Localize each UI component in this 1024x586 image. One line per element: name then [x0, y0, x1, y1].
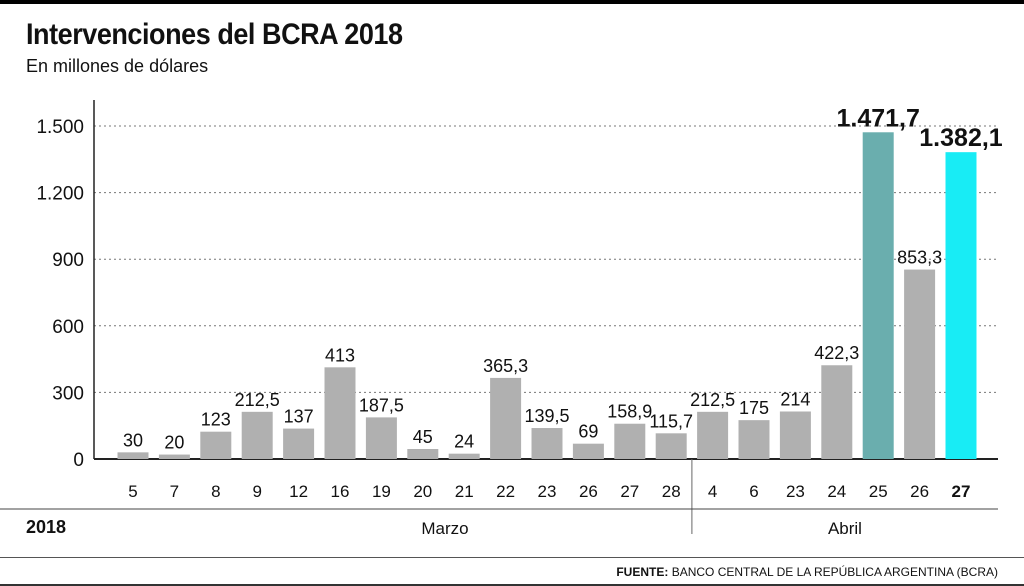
x-tick-label: 22 [496, 482, 515, 501]
bar [655, 433, 687, 459]
value-label: 45 [413, 427, 433, 447]
value-label: 212,5 [690, 390, 735, 410]
value-label: 365,3 [483, 356, 528, 376]
bar [738, 420, 770, 459]
bar [862, 132, 894, 459]
year-label: 2018 [26, 517, 66, 537]
value-label: 123 [201, 410, 231, 430]
bar [490, 377, 522, 459]
bar [407, 449, 439, 459]
bar [945, 152, 977, 459]
bar [241, 411, 273, 459]
bar [200, 431, 232, 459]
bar [283, 428, 315, 459]
y-tick-label: 1.500 [36, 117, 84, 138]
bar [697, 411, 729, 459]
value-label: 137 [284, 407, 314, 427]
value-label: 1.382,1 [919, 124, 1003, 152]
x-tick-label: 20 [413, 482, 432, 501]
x-tick-label: 21 [455, 482, 474, 501]
bar [158, 454, 190, 459]
x-tick-label: 4 [708, 482, 717, 501]
bar [904, 269, 936, 459]
x-tick-label: 19 [372, 482, 391, 501]
chart-title: Intervenciones del BCRA 2018 [26, 18, 403, 51]
source-note: FUENTE: BANCO CENTRAL DE LA REPÚBLICA AR… [616, 565, 998, 579]
x-tick-label: 26 [910, 482, 929, 501]
bar [365, 417, 397, 459]
value-label: 413 [325, 345, 355, 365]
value-label: 187,5 [359, 395, 404, 415]
x-tick-label: 9 [252, 482, 261, 501]
bar [324, 367, 356, 459]
value-label: 30 [123, 430, 143, 450]
bar [821, 365, 853, 459]
x-tick-label: 12 [289, 482, 308, 501]
value-label: 422,3 [814, 343, 859, 363]
bar [117, 452, 149, 459]
value-label: 175 [739, 398, 769, 418]
y-tick-label: 600 [52, 317, 84, 338]
value-label: 158,9 [607, 402, 652, 422]
value-label: 214 [780, 389, 810, 409]
x-tick-label: 7 [170, 482, 179, 501]
value-label: 115,7 [649, 411, 693, 431]
value-label: 69 [578, 422, 598, 442]
x-tick-label: 23 [538, 482, 557, 501]
y-tick-label: 1.200 [36, 184, 84, 205]
x-tick-label: 24 [827, 482, 846, 501]
footer-rule [0, 557, 1024, 558]
source-label: FUENTE: [616, 565, 669, 579]
month-label: Marzo [421, 519, 468, 538]
value-label: 1.471,7 [836, 104, 919, 132]
top-rule [0, 0, 1024, 4]
bar [572, 443, 604, 459]
value-label: 853,3 [897, 248, 942, 268]
bar [614, 423, 646, 459]
chart-subtitle: En millones de dólares [26, 56, 209, 76]
bar [779, 411, 811, 459]
bottom-rule [0, 584, 1024, 586]
bar [531, 428, 563, 459]
value-label: 24 [454, 432, 474, 452]
value-label: 20 [164, 433, 184, 453]
x-tick-label: 8 [211, 482, 220, 501]
x-tick-label: 26 [579, 482, 598, 501]
value-label: 139,5 [524, 406, 569, 426]
y-tick-label: 0 [73, 450, 84, 471]
x-tick-label: 28 [662, 482, 681, 501]
source-text: BANCO CENTRAL DE LA REPÚBLICA ARGENTINA … [671, 565, 998, 579]
x-tick-label: 27 [952, 482, 971, 501]
x-tick-label: 6 [749, 482, 758, 501]
month-label: Abril [828, 519, 862, 538]
x-tick-label: 16 [331, 482, 350, 501]
x-tick-label: 27 [620, 482, 639, 501]
x-tick-label: 5 [128, 482, 137, 501]
y-tick-label: 300 [52, 383, 84, 404]
x-tick-label: 25 [869, 482, 888, 501]
bar [448, 453, 480, 459]
y-tick-label: 900 [52, 250, 84, 271]
x-tick-label: 23 [786, 482, 805, 501]
value-label: 212,5 [235, 390, 280, 410]
